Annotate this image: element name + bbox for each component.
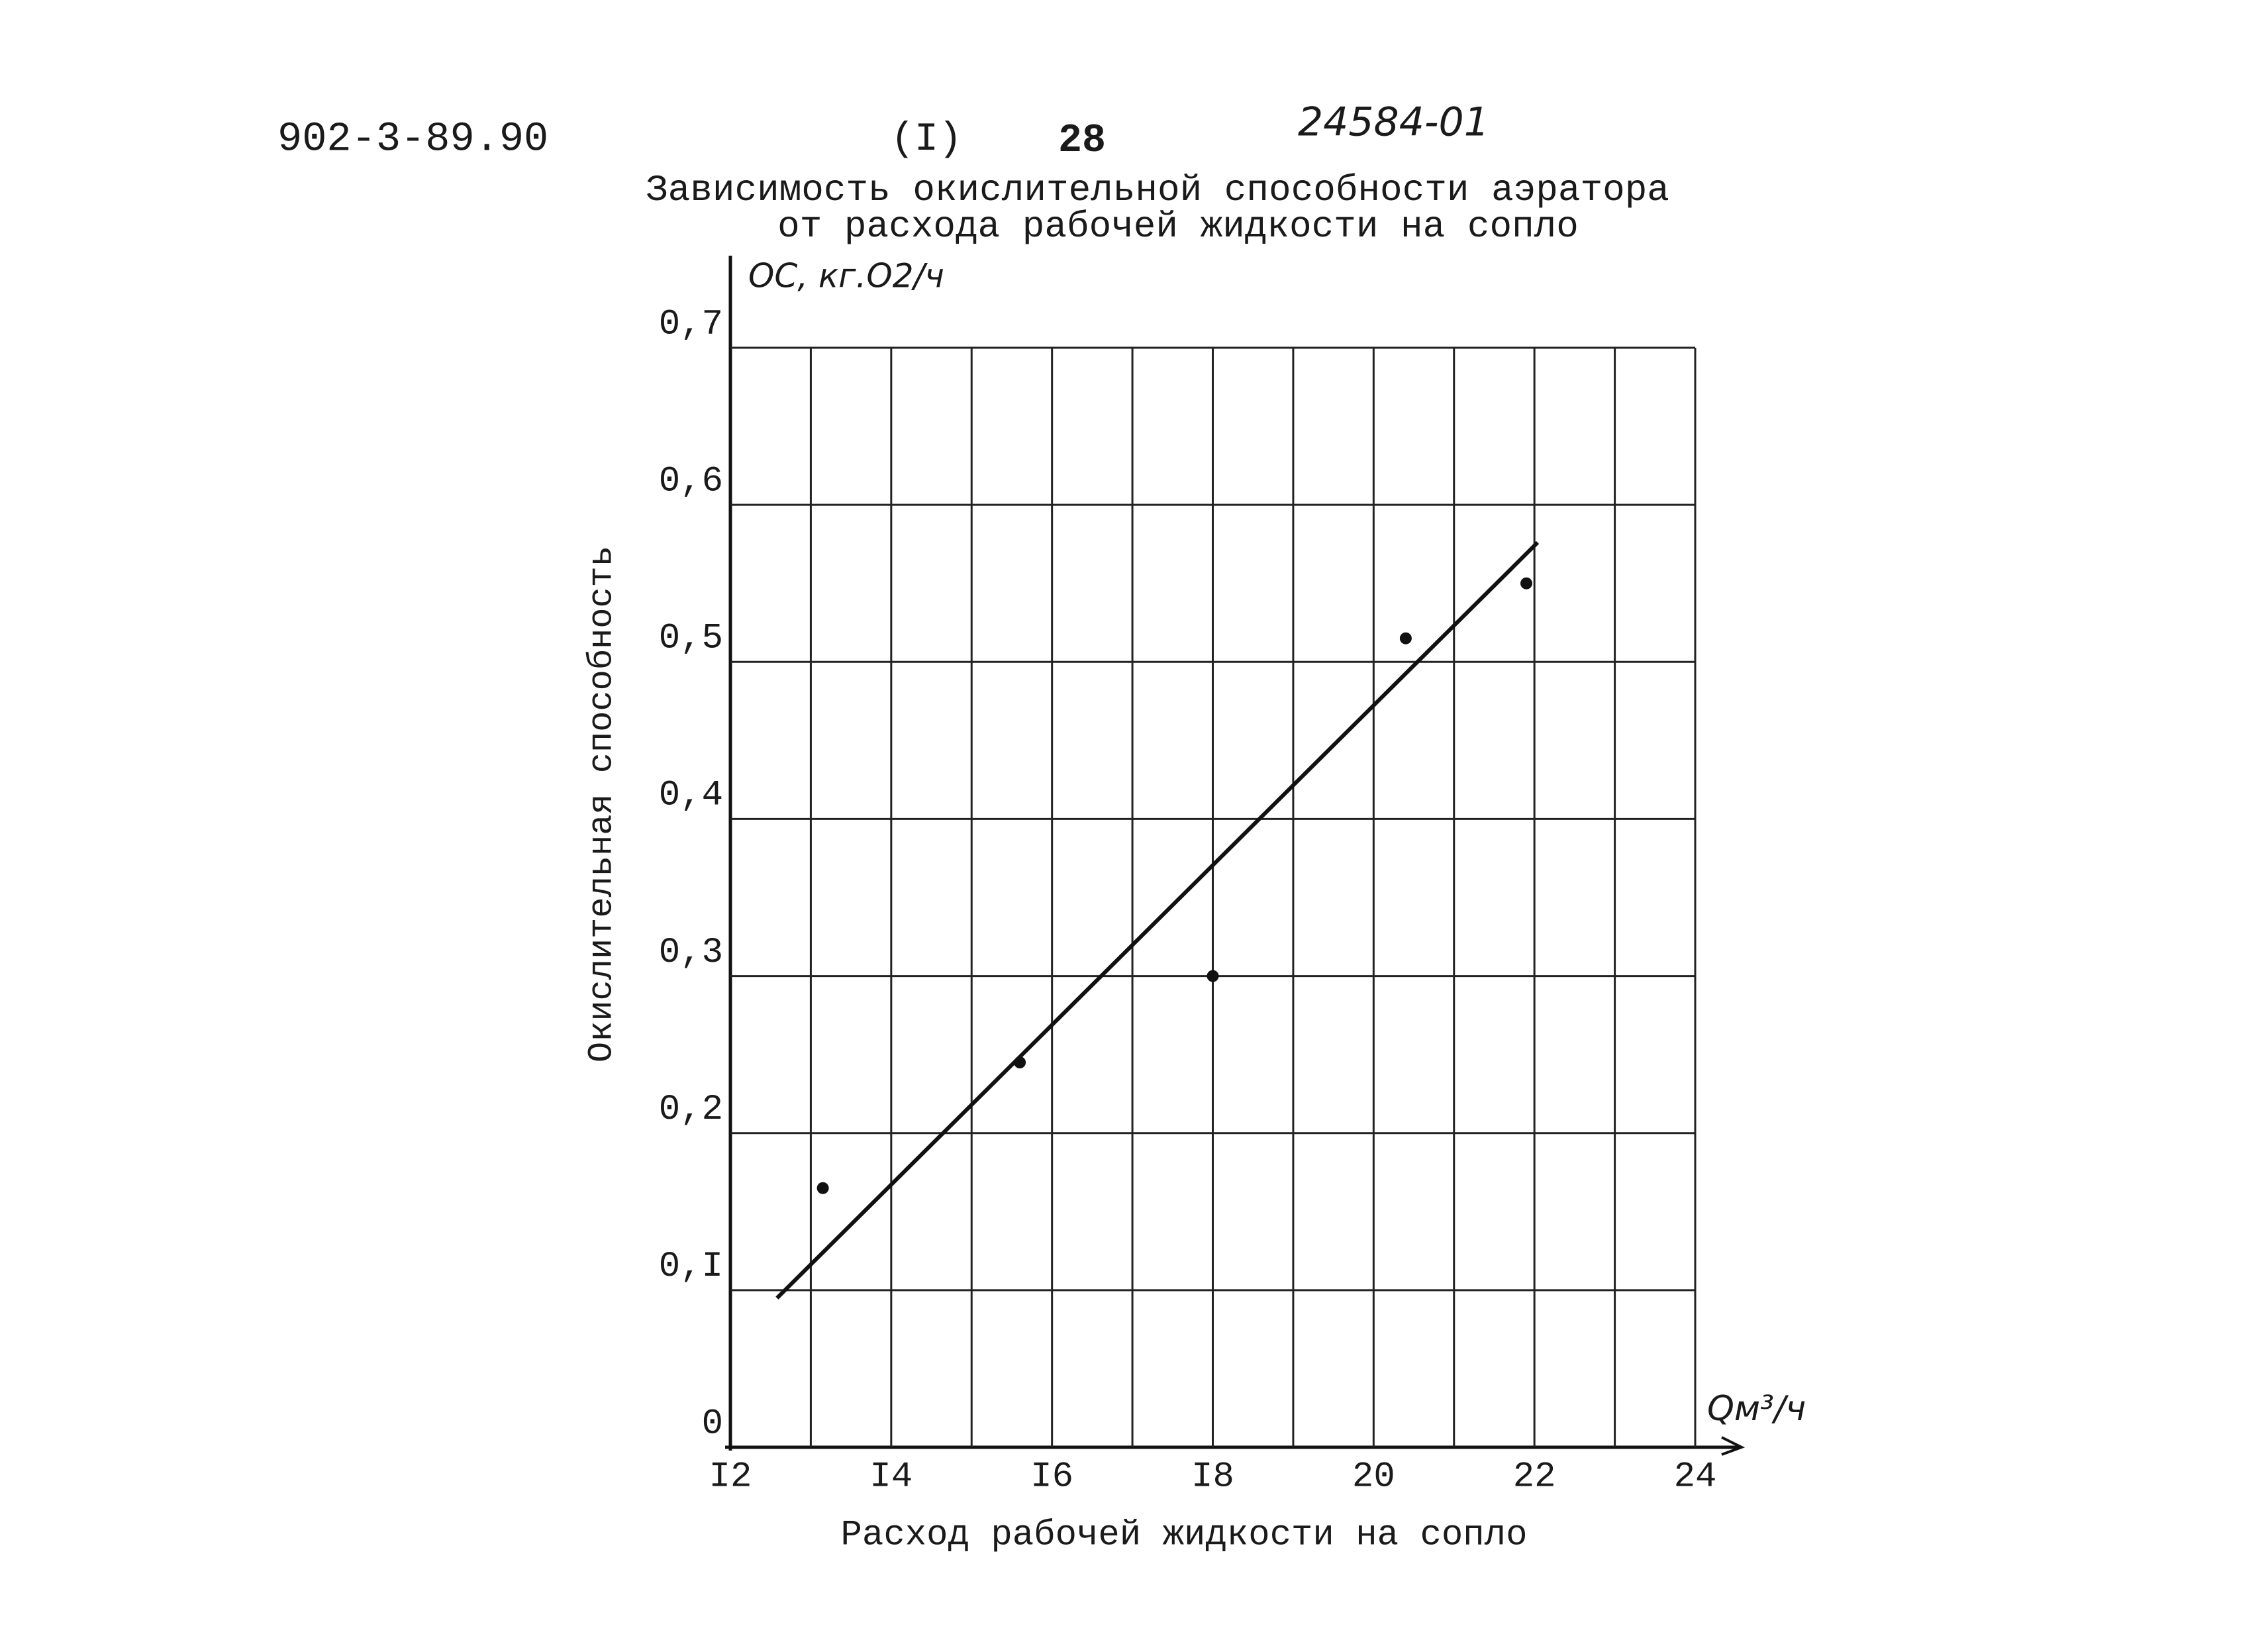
y-tick-label: 0,2 — [659, 1090, 723, 1130]
part: (I) — [891, 117, 962, 162]
x-tick-label: 20 — [1352, 1457, 1395, 1497]
y-unit-label: ОС, кг.О2/ч — [748, 257, 944, 295]
y-tick-label: 0 — [702, 1404, 723, 1444]
y-tick-label: 0,5 — [659, 619, 723, 659]
chart-title: Зависимость окислительной способности аэ… — [646, 169, 1669, 211]
y-axis-label: Окислительная способность — [583, 546, 622, 1062]
y-tick-label: 0,4 — [659, 776, 723, 816]
x-unit-label: Qм³/ч — [1707, 1389, 1806, 1429]
x-axis-arrow — [1721, 1436, 1746, 1456]
data-point — [1207, 970, 1219, 982]
x-tick-label: I8 — [1191, 1457, 1234, 1497]
page-number: 28 — [1058, 119, 1106, 164]
trend-line — [775, 540, 1540, 1300]
x-tick-label: I2 — [709, 1457, 752, 1497]
x-tick-label: 22 — [1513, 1457, 1556, 1497]
x-axis-label: Расход рабочей жидкости на сопло — [841, 1515, 1528, 1555]
chart-title: от расхода рабочей жидкости на сопло — [777, 205, 1579, 248]
data-point — [816, 1182, 829, 1194]
code: 24584-01 — [1298, 99, 1489, 146]
y-tick-label: 0,7 — [659, 304, 723, 344]
y-tick-label: 0,I — [659, 1247, 723, 1287]
doc-number: 902-3-89.90 — [277, 115, 548, 162]
y-tick-label: 0,6 — [659, 461, 723, 501]
x-tick-label: 24 — [1674, 1457, 1717, 1497]
x-tick-label: I6 — [1030, 1457, 1073, 1497]
y-tick-label: 0,3 — [659, 933, 723, 973]
data-point — [1399, 632, 1412, 644]
x-tick-label: I4 — [869, 1457, 912, 1497]
data-point — [1520, 577, 1533, 590]
